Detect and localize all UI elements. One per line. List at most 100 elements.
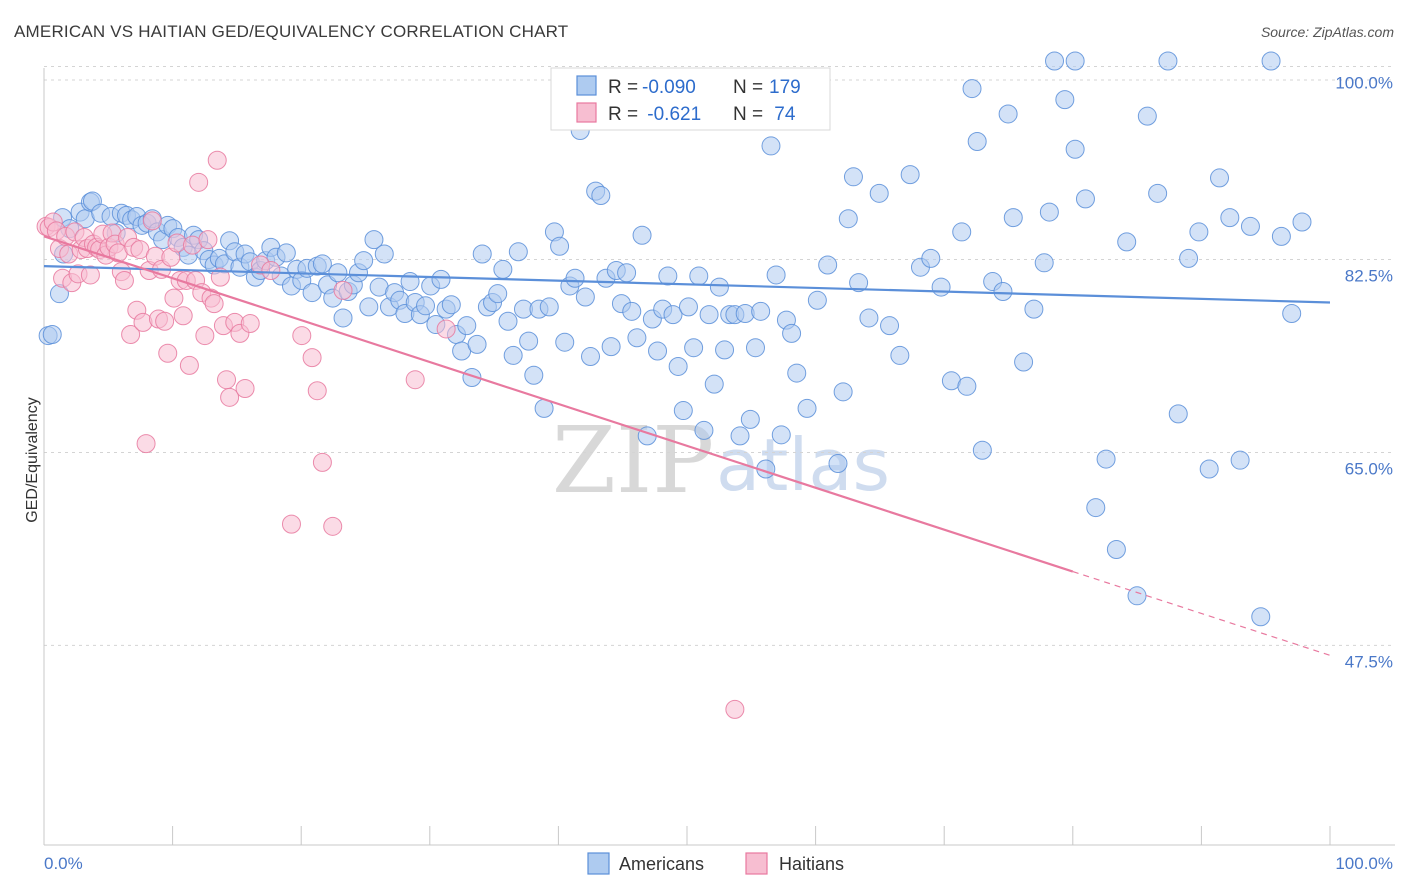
trend-line-haitians bbox=[43, 235, 1074, 573]
data-point-americans bbox=[658, 266, 678, 286]
data-point-americans bbox=[931, 277, 951, 297]
data-point-americans bbox=[1271, 226, 1291, 246]
data-point-americans bbox=[1261, 51, 1281, 71]
data-point-americans bbox=[869, 183, 889, 203]
legend-r-label-1: R = bbox=[608, 77, 638, 98]
data-point-americans bbox=[859, 308, 879, 328]
data-point-americans bbox=[663, 305, 683, 325]
data-point-haitians bbox=[281, 514, 301, 534]
data-point-americans bbox=[493, 259, 513, 279]
data-point-americans bbox=[771, 425, 791, 445]
data-point-americans bbox=[328, 263, 348, 283]
data-point-americans bbox=[581, 347, 601, 367]
data-point-americans bbox=[617, 263, 637, 283]
data-point-americans bbox=[591, 186, 611, 206]
data-point-americans bbox=[715, 340, 735, 360]
data-point-haitians bbox=[240, 313, 260, 333]
data-point-americans bbox=[673, 401, 693, 421]
data-point-americans bbox=[441, 295, 461, 315]
data-point-americans bbox=[627, 328, 647, 348]
data-point-americans bbox=[828, 453, 848, 473]
data-point-americans bbox=[302, 283, 322, 303]
data-point-haitians bbox=[436, 319, 456, 339]
data-point-americans bbox=[1086, 498, 1106, 518]
data-point-americans bbox=[462, 367, 482, 387]
data-point-haitians bbox=[179, 355, 199, 375]
data-point-americans bbox=[998, 104, 1018, 124]
legend-n-value-2: 74 bbox=[769, 104, 796, 125]
data-point-americans bbox=[849, 273, 869, 293]
data-point-americans bbox=[1168, 404, 1188, 424]
data-point-americans bbox=[1210, 168, 1230, 188]
bottom-legend-haitians: Haitians bbox=[779, 854, 844, 874]
legend: R = -0.090 N = 179 R = -0.621 N = 74 bbox=[550, 67, 831, 131]
x-tick-label-start: 0.0% bbox=[44, 854, 83, 873]
data-point-americans bbox=[797, 398, 817, 418]
bottom-legend-americans: Americans bbox=[619, 854, 704, 874]
data-point-haitians bbox=[173, 306, 193, 326]
data-point-americans bbox=[1240, 216, 1260, 236]
data-point-haitians bbox=[312, 452, 332, 472]
data-point-americans bbox=[1117, 232, 1137, 252]
y-axis-label: GED/Equivalency bbox=[24, 397, 41, 522]
data-point-americans bbox=[1220, 208, 1240, 228]
y-tick-label: 47.5% bbox=[1345, 652, 1393, 671]
data-point-americans bbox=[972, 440, 992, 460]
data-point-haitians bbox=[405, 370, 425, 390]
data-point-americans bbox=[668, 356, 688, 376]
data-point-haitians bbox=[333, 280, 353, 300]
data-point-americans bbox=[472, 244, 492, 264]
data-point-americans bbox=[766, 265, 786, 285]
data-point-americans bbox=[838, 209, 858, 229]
data-point-americans bbox=[704, 374, 724, 394]
data-point-americans bbox=[359, 297, 379, 317]
data-point-americans bbox=[967, 132, 987, 152]
data-point-americans bbox=[498, 311, 518, 331]
bottom-legend: Americans Haitians bbox=[587, 852, 844, 875]
data-point-haitians bbox=[189, 172, 209, 192]
data-point-americans bbox=[550, 236, 570, 256]
data-point-americans bbox=[1158, 51, 1178, 71]
data-point-americans bbox=[694, 420, 714, 440]
data-point-americans bbox=[601, 337, 621, 357]
data-point-americans bbox=[807, 290, 827, 310]
data-point-haitians bbox=[195, 326, 215, 346]
data-point-haitians bbox=[217, 370, 237, 390]
data-point-haitians bbox=[155, 311, 175, 331]
data-point-haitians bbox=[261, 261, 281, 281]
data-point-americans bbox=[575, 287, 595, 307]
trend-line-extension-haitians bbox=[1072, 570, 1331, 656]
data-point-americans bbox=[787, 363, 807, 383]
y-tick-labels: 100.0% 82.5% 65.0% 47.5% bbox=[1335, 74, 1393, 672]
data-point-americans bbox=[782, 323, 802, 343]
data-point-americans bbox=[1065, 51, 1085, 71]
legend-r-value-1: -0.090 bbox=[642, 77, 696, 98]
data-point-americans bbox=[1179, 248, 1199, 268]
data-point-americans bbox=[1003, 208, 1023, 228]
legend-box bbox=[550, 67, 831, 131]
data-point-americans bbox=[699, 305, 719, 325]
data-point-americans bbox=[1014, 352, 1034, 372]
data-point-americans bbox=[276, 243, 296, 263]
data-point-americans bbox=[374, 244, 394, 264]
trend-line-americans bbox=[43, 265, 1331, 304]
data-point-americans bbox=[333, 308, 353, 328]
data-point-americans bbox=[689, 266, 709, 286]
data-point-haitians bbox=[207, 150, 227, 170]
data-point-americans bbox=[745, 338, 765, 358]
data-point-americans bbox=[1075, 189, 1095, 209]
data-point-haitians bbox=[198, 230, 218, 250]
legend-swatch-americans bbox=[576, 75, 597, 96]
data-point-americans bbox=[431, 269, 451, 289]
data-point-haitians bbox=[323, 516, 343, 536]
data-point-americans bbox=[1292, 212, 1312, 232]
data-point-americans bbox=[1282, 304, 1302, 324]
y-tick-label: 100.0% bbox=[1335, 74, 1393, 93]
data-point-americans bbox=[962, 79, 982, 99]
data-point-americans bbox=[1148, 183, 1168, 203]
data-point-americans bbox=[1045, 51, 1065, 71]
data-point-americans bbox=[880, 316, 900, 336]
data-point-haitians bbox=[204, 294, 224, 314]
trend-lines bbox=[43, 235, 1331, 656]
